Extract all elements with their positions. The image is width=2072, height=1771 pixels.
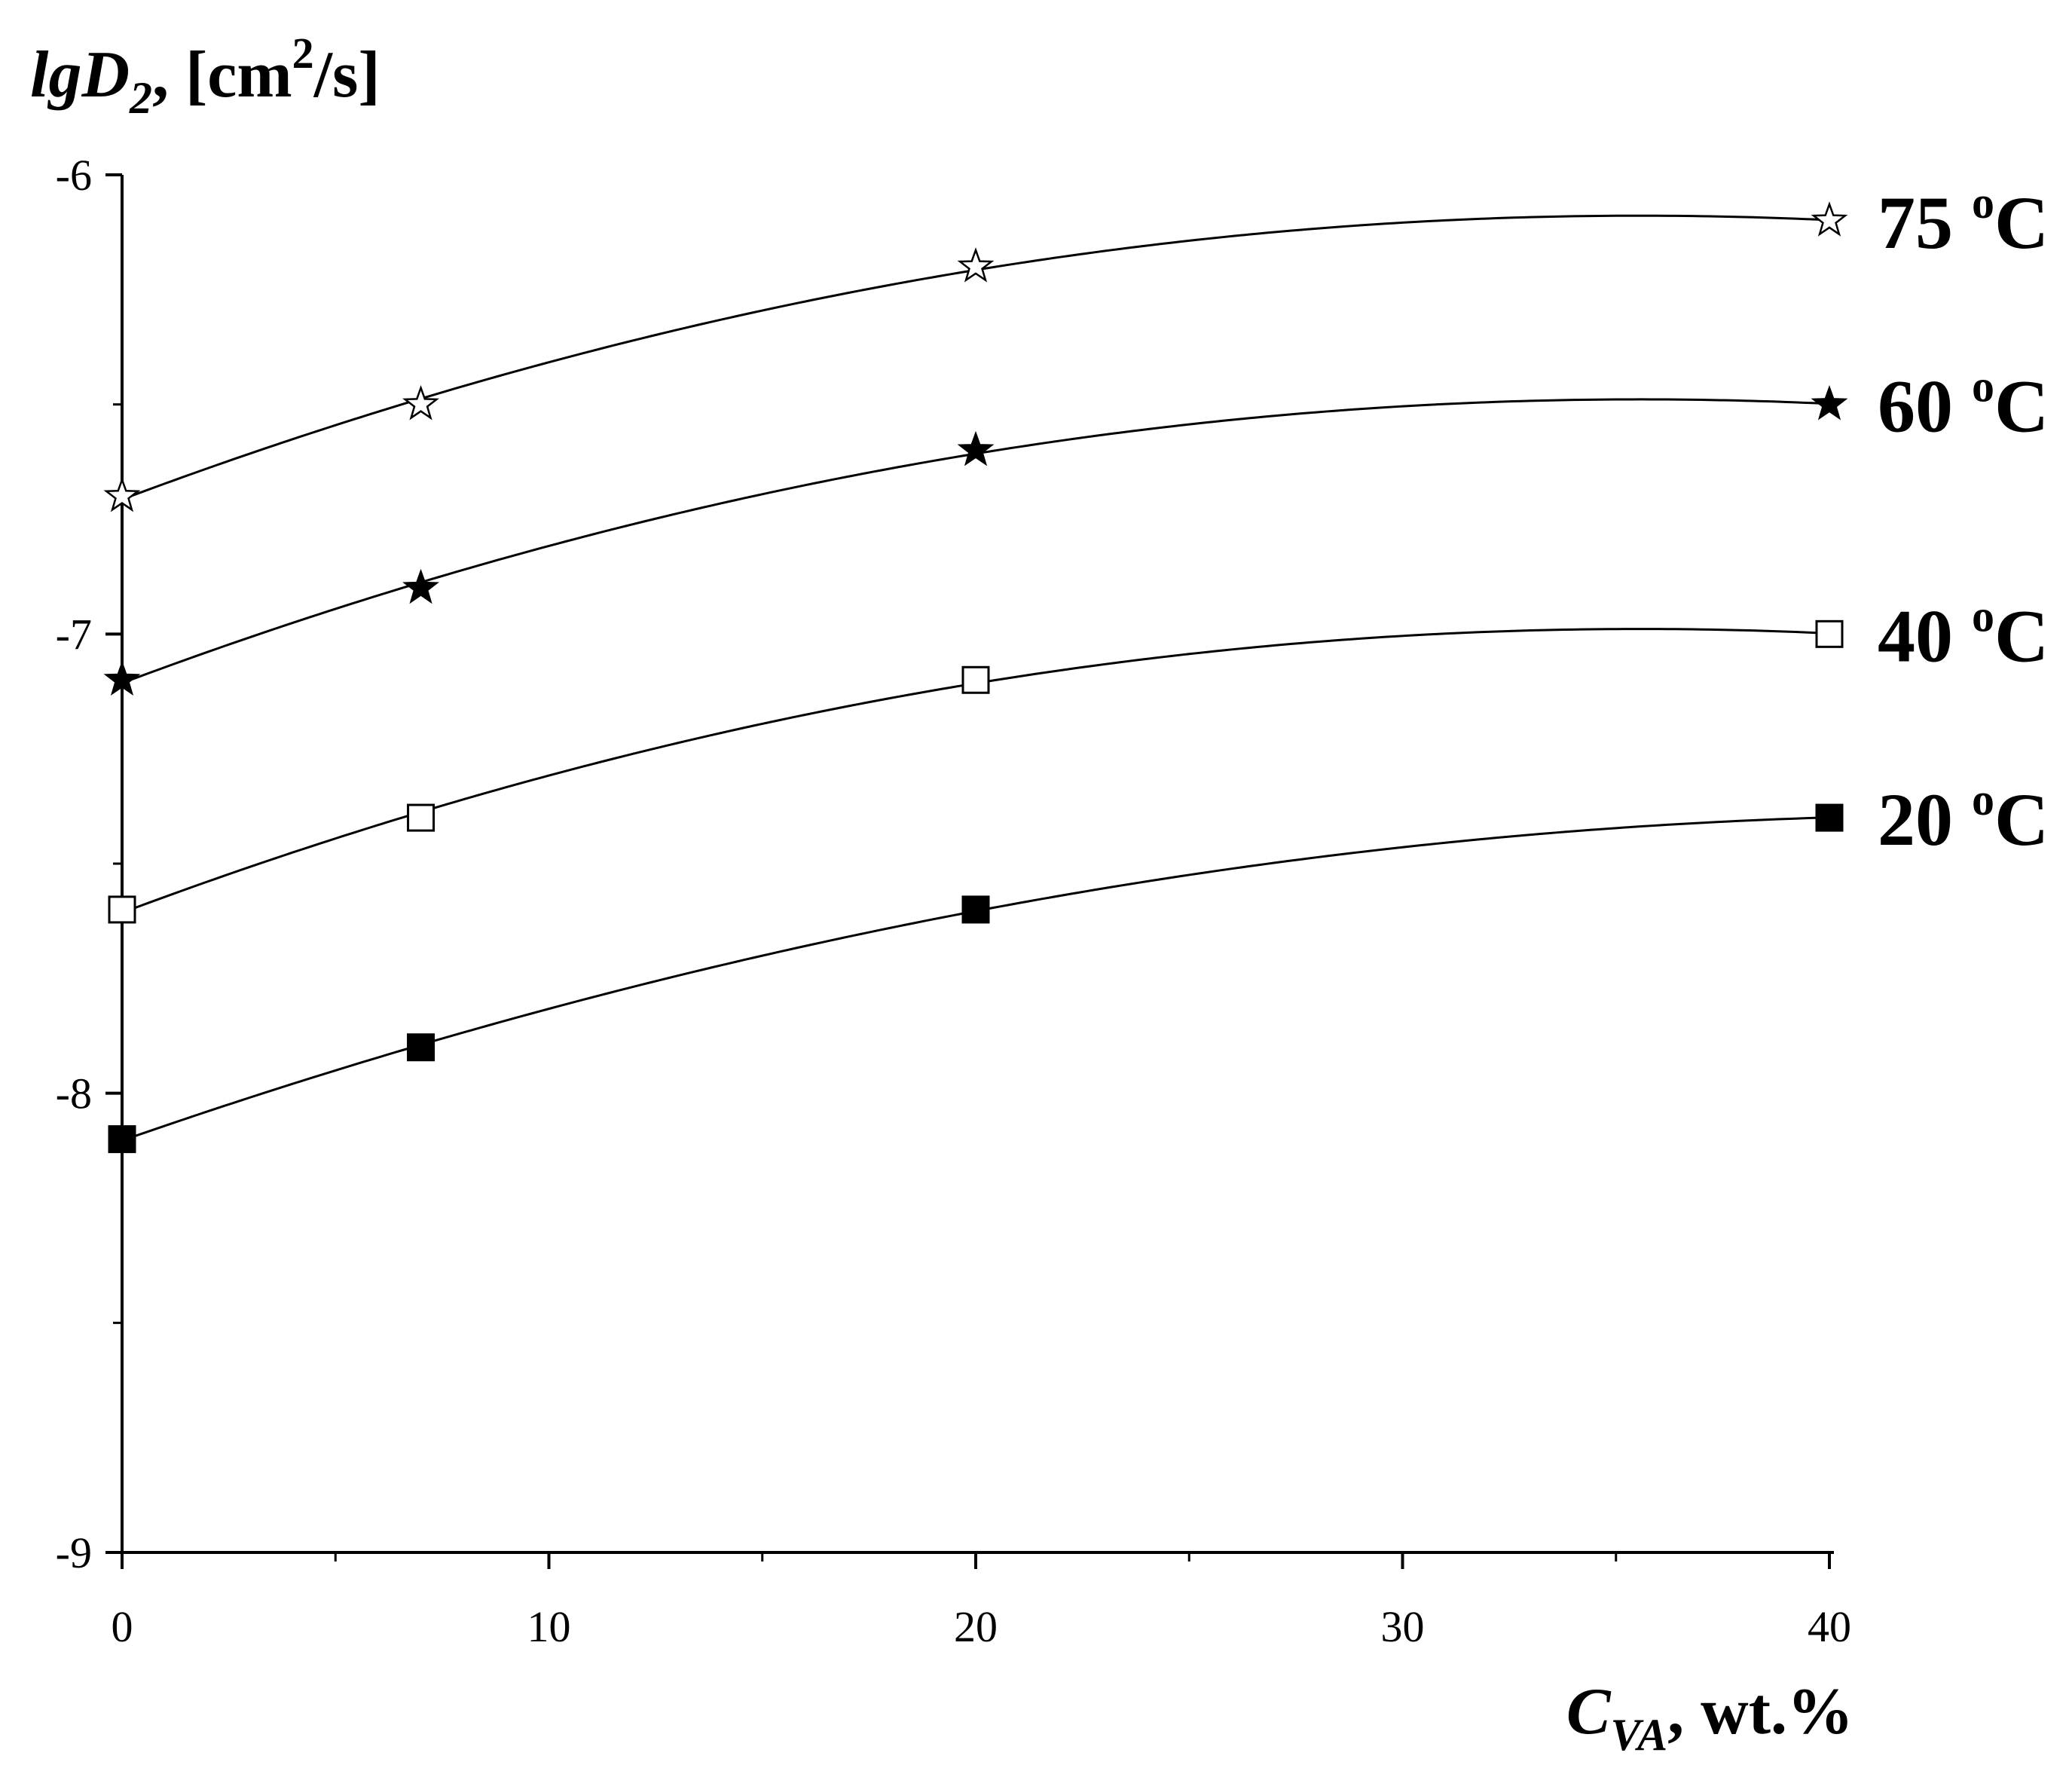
series-label: 60 oC xyxy=(1878,362,2049,448)
data-point xyxy=(961,665,990,694)
data-point xyxy=(1815,619,1844,648)
degree-symbol: o xyxy=(1972,591,1994,641)
ticks xyxy=(105,173,1831,1569)
axes xyxy=(121,175,1834,1554)
data-point xyxy=(1815,803,1844,832)
x-axis-title: CVA, wt.% xyxy=(1566,1675,1853,1760)
data-point xyxy=(957,430,995,466)
data-point xyxy=(407,803,435,832)
x-tick-label: 0 xyxy=(112,1602,133,1651)
y-axis-title: lgD2, [cm2/s] xyxy=(30,29,380,123)
degree-symbol: o xyxy=(1972,775,1994,824)
series-label-temp: 20 xyxy=(1878,778,1972,861)
data-point xyxy=(402,384,439,421)
data-point xyxy=(402,568,439,604)
data-point xyxy=(957,247,995,283)
series-label-unit: C xyxy=(1994,594,2049,678)
series-markers xyxy=(103,201,1848,1154)
data-point xyxy=(103,476,141,512)
data-point xyxy=(108,1125,136,1154)
y-axis-title-units: , [cm xyxy=(152,38,292,112)
degree-symbol: o xyxy=(1972,362,1994,411)
y-tick-label: -8 xyxy=(56,1069,92,1118)
series-label-unit: C xyxy=(1994,365,2049,448)
series-label-temp: 60 xyxy=(1878,365,1972,448)
y-axis-title-sub: 2 xyxy=(129,73,152,123)
x-tick-label: 40 xyxy=(1808,1602,1851,1651)
data-point xyxy=(103,660,141,696)
data-point xyxy=(407,1033,435,1062)
x-tick-label: 10 xyxy=(527,1602,571,1651)
y-axis-title-main: lgD xyxy=(30,38,130,112)
series-label: 40 oC xyxy=(1878,591,2049,678)
series-label-temp: 40 xyxy=(1878,594,1972,678)
series-label: 20 oC xyxy=(1878,775,2049,861)
series-label-unit: C xyxy=(1994,181,2049,265)
degree-symbol: o xyxy=(1972,178,1994,228)
data-point xyxy=(1811,201,1848,237)
y-tick-label: -6 xyxy=(56,151,92,200)
y-axis-title-sup: 2 xyxy=(292,29,314,78)
series-label-temp: 75 xyxy=(1878,181,1972,265)
series-label-unit: C xyxy=(1994,778,2049,861)
y-tick-label: -7 xyxy=(56,610,92,659)
y-tick-label: -9 xyxy=(56,1528,92,1577)
data-point xyxy=(961,895,990,924)
x-axis-title-units: , wt.% xyxy=(1667,1675,1853,1748)
series-label: 75 oC xyxy=(1878,178,2049,265)
series-line-0 xyxy=(121,816,1830,1142)
x-tick-label: 20 xyxy=(954,1602,998,1651)
data-point xyxy=(108,895,136,924)
y-axis-title-units-end: /s] xyxy=(313,38,380,112)
data-point xyxy=(1811,384,1848,421)
x-tick-label: 30 xyxy=(1381,1602,1425,1651)
x-axis-title-main: C xyxy=(1566,1675,1612,1748)
tick-labels: -9 -8 -7 -6 0 10 20 30 40 xyxy=(56,151,1851,1651)
x-axis-title-sub: VA xyxy=(1611,1710,1668,1760)
